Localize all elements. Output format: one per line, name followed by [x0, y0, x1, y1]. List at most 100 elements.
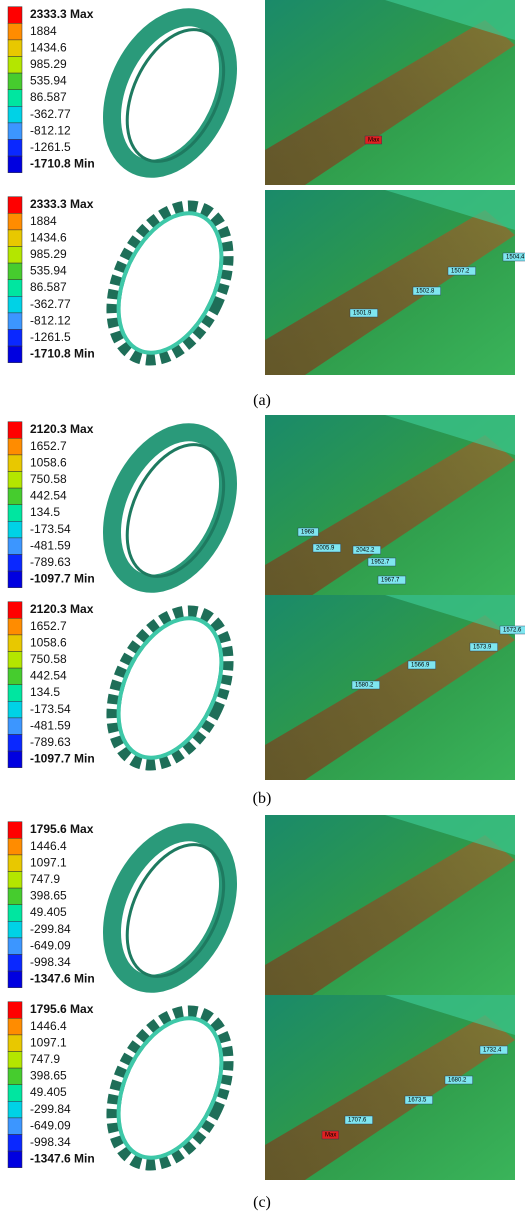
legend-swatch [8, 571, 22, 588]
legend-label: -1710.8 Min [30, 157, 95, 171]
legend-label: 1652.7 [30, 619, 67, 633]
legend-label: -1710.8 Min [30, 347, 95, 361]
legend-swatch [8, 313, 22, 330]
legend-label: 1652.7 [30, 439, 67, 453]
legend-swatch [8, 263, 22, 280]
probe-label: 1680.2 [448, 1078, 467, 1084]
legend-label: 1446.4 [30, 1019, 67, 1033]
legend-label: -173.54 [30, 522, 71, 536]
legend-label: 1795.6 Max [30, 1002, 94, 1016]
legend-swatch [8, 1118, 22, 1135]
probe-label: 1502.8 [416, 289, 435, 295]
legend-swatch [8, 1085, 22, 1102]
legend-swatch [8, 1151, 22, 1168]
legend-label: -812.12 [30, 313, 71, 327]
legend-swatch [8, 938, 22, 955]
legend-swatch [8, 701, 22, 718]
legend-swatch [8, 472, 22, 489]
legend-swatch [8, 855, 22, 872]
legend-swatch [8, 971, 22, 988]
probe-label: 1707.6 [348, 1118, 367, 1124]
legend-label: 442.54 [30, 669, 67, 683]
legend-swatch [8, 555, 22, 572]
legend-label: -789.63 [30, 735, 71, 749]
legend-label: -362.77 [30, 297, 71, 311]
legend-label: -649.09 [30, 938, 71, 952]
legend-swatch [8, 718, 22, 735]
legend-swatch [8, 888, 22, 905]
legend-label: 134.5 [30, 505, 60, 519]
probe-label: 1573.9 [473, 645, 492, 651]
probe-label: 1952.7 [371, 560, 390, 566]
probe-label: 1504.4 [506, 255, 525, 261]
legend-label: 2333.3 Max [30, 197, 94, 211]
legend-label: 2120.3 Max [30, 422, 94, 436]
probe-label: 1572.6 [503, 628, 522, 634]
legend-swatch [8, 538, 22, 555]
legend-label: 1434.6 [30, 40, 67, 54]
legend-label: 442.54 [30, 489, 67, 503]
legend-swatch [8, 23, 22, 40]
legend-swatch [8, 90, 22, 107]
legend-swatch [8, 280, 22, 297]
legend-swatch [8, 602, 22, 619]
legend-label: 49.405 [30, 905, 67, 919]
legend-swatch [8, 422, 22, 439]
legend-swatch [8, 905, 22, 922]
legend-swatch [8, 955, 22, 972]
legend-label: 1058.6 [30, 455, 67, 469]
probe-label: 2005.9 [316, 546, 335, 552]
legend-swatch [8, 1101, 22, 1118]
legend-swatch [8, 213, 22, 230]
ring-model [91, 189, 249, 376]
ring-model [89, 0, 251, 187]
legend-label: 134.5 [30, 685, 60, 699]
probe-label: 1501.9 [353, 311, 372, 317]
legend-label: 747.9 [30, 1052, 60, 1066]
legend-swatch [8, 838, 22, 855]
legend-label: 1795.6 Max [30, 822, 94, 836]
legend-label: 398.65 [30, 1069, 67, 1083]
legend-swatch [8, 247, 22, 264]
legend-label: 535.94 [30, 74, 67, 88]
legend-label: -789.63 [30, 555, 71, 569]
legend-label: 1446.4 [30, 839, 67, 853]
legend-label: 398.65 [30, 889, 67, 903]
probe-label: 1507.2 [451, 269, 470, 275]
legend-label: 985.29 [30, 57, 67, 71]
legend-label: -998.34 [30, 955, 71, 969]
legend-swatch [8, 140, 22, 157]
legend-swatch [8, 822, 22, 839]
legend-swatch [8, 123, 22, 140]
legend-swatch [8, 521, 22, 538]
legend-swatch [8, 1135, 22, 1152]
legend-label: -998.34 [30, 1135, 71, 1149]
legend-swatch [8, 685, 22, 702]
legend-label: -1261.5 [30, 330, 71, 344]
legend-label: 1434.6 [30, 230, 67, 244]
legend-swatch [8, 106, 22, 123]
legend-swatch [8, 668, 22, 685]
legend-swatch [8, 635, 22, 652]
probe-label: 1967.7 [381, 578, 400, 584]
legend-swatch [8, 1035, 22, 1052]
legend-label: -481.59 [30, 718, 71, 732]
legend-label: -1347.6 Min [30, 1152, 95, 1166]
legend-swatch [8, 735, 22, 752]
probe-label: 1968 [301, 530, 315, 536]
legend-swatch [8, 751, 22, 768]
legend-swatch [8, 296, 22, 313]
legend-label: 985.29 [30, 247, 67, 261]
legend-swatch [8, 197, 22, 214]
legend-label: -481.59 [30, 538, 71, 552]
legend-swatch [8, 346, 22, 363]
legend-swatch [8, 1052, 22, 1069]
legend-label: -1261.5 [30, 140, 71, 154]
legend-label: -1347.6 Min [30, 972, 95, 986]
legend-label: 535.94 [30, 264, 67, 278]
legend-label: 750.58 [30, 652, 67, 666]
legend-label: 1097.1 [30, 855, 67, 869]
legend-swatch [8, 57, 22, 74]
legend-label: 1884 [30, 214, 57, 228]
legend-label: -299.84 [30, 922, 71, 936]
